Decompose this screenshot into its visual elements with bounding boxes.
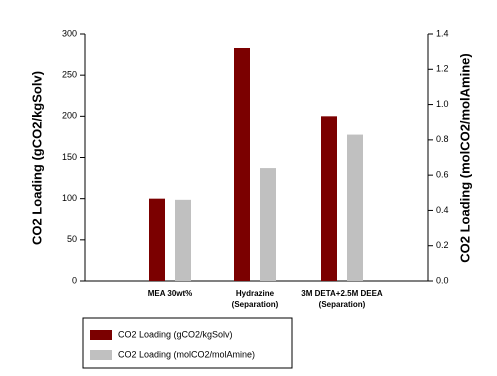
y-tick-label: 0	[72, 275, 77, 285]
x-tick-label: MEA 30wt%	[147, 289, 193, 298]
y2-tick-label: 0.6	[436, 170, 449, 180]
y2-tick-label: 0.2	[436, 240, 449, 250]
y2-tick-label: 1.2	[436, 64, 449, 74]
y-tick-label: 100	[62, 193, 77, 203]
y-tick-label: 50	[67, 234, 77, 244]
y-tick-label: 150	[62, 152, 77, 162]
y-tick-label: 250	[62, 70, 77, 80]
y-tick-label: 300	[62, 28, 77, 38]
legend-label: CO2 Loading (molCO2/molAmine)	[118, 349, 255, 359]
bar	[321, 116, 337, 281]
y-tick-label: 200	[62, 111, 77, 121]
y2-axis-title: CO2 Loading (molCO2/molAmine)	[457, 53, 472, 262]
bar	[347, 134, 363, 281]
y2-tick-label: 1.4	[436, 28, 449, 38]
bar	[234, 47, 250, 281]
x-tick-label: 3M DETA+2.5M DEEA (Separation)	[301, 289, 383, 309]
x-tick-label: Hydrazine (Separation)	[231, 289, 279, 309]
legend-label: CO2 Loading (gCO2/kgSolv)	[118, 329, 233, 339]
bar	[175, 199, 191, 281]
y2-tick-label: 0.0	[436, 275, 449, 285]
legend-swatch	[90, 350, 112, 360]
bar	[149, 198, 165, 281]
legend-box	[82, 317, 293, 369]
y2-tick-label: 1.0	[436, 99, 449, 109]
bar	[260, 168, 276, 281]
y-axis-title: CO2 Loading (gCO2/kgSolv)	[29, 71, 44, 245]
y2-tick-label: 0.8	[436, 134, 449, 144]
legend-swatch	[90, 330, 112, 340]
y2-tick-label: 0.4	[436, 205, 449, 215]
